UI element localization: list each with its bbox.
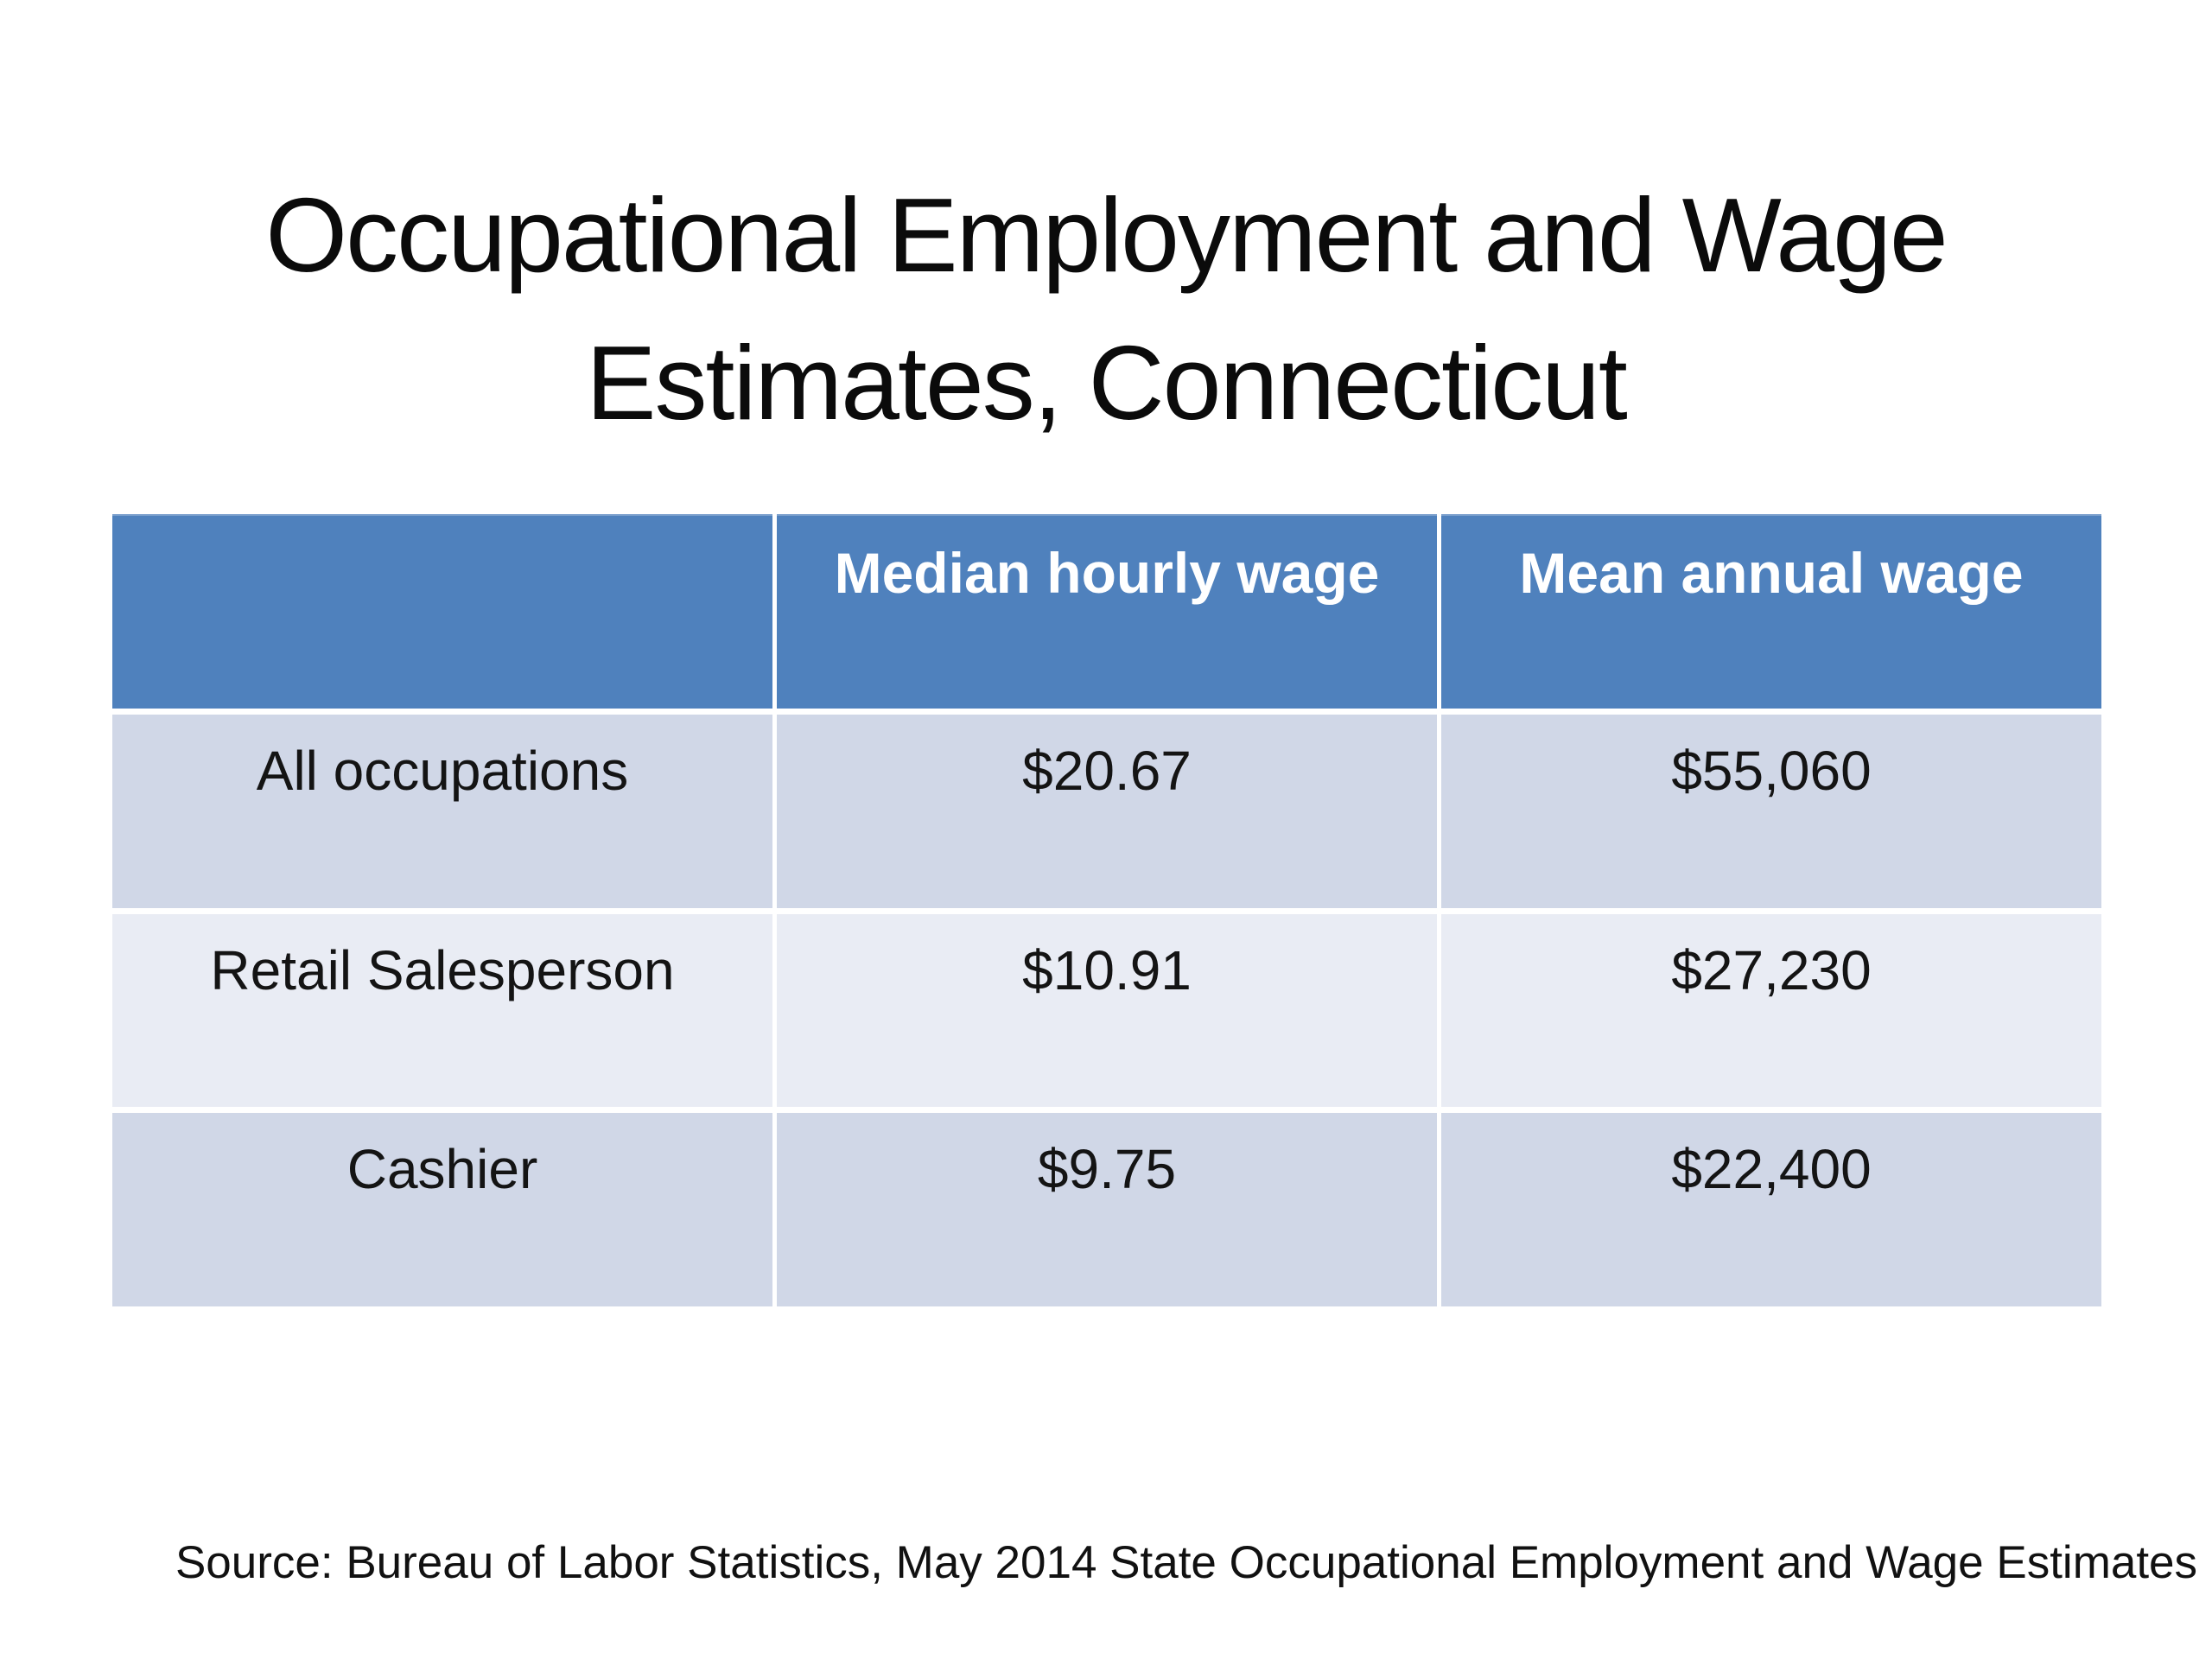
row-cashier-mean-annual-wage: $22,400 bbox=[1441, 1113, 2101, 1306]
row-cashier-label: Cashier bbox=[112, 1113, 772, 1306]
slide-title: Occupational Employment and Wage Estimat… bbox=[0, 162, 2212, 457]
row-cashier-median-hourly-wage: $9.75 bbox=[777, 1113, 1437, 1306]
table-header-occupation bbox=[112, 514, 772, 709]
table-header-mean-annual-wage: Mean annual wage bbox=[1441, 514, 2101, 709]
row-all-occupations-median-hourly-wage: $20.67 bbox=[777, 715, 1437, 908]
slide-title-line-2: Estimates, Connecticut bbox=[586, 323, 1628, 442]
row-retail-salesperson-median-hourly-wage: $10.91 bbox=[777, 913, 1437, 1108]
row-retail-salesperson-label: Retail Salesperson bbox=[112, 913, 772, 1108]
table-header-median-hourly-wage: Median hourly wage bbox=[777, 514, 1437, 709]
row-all-occupations-label: All occupations bbox=[112, 715, 772, 908]
wage-table: Median hourly wage Mean annual wage All … bbox=[112, 514, 2101, 1306]
source-citation: Source: Bureau of Labor Statistics, May … bbox=[175, 1537, 2198, 1588]
row-all-occupations-mean-annual-wage: $55,060 bbox=[1441, 715, 2101, 908]
row-retail-salesperson-mean-annual-wage: $27,230 bbox=[1441, 913, 2101, 1108]
slide-title-line-1: Occupational Employment and Wage bbox=[265, 175, 1948, 294]
